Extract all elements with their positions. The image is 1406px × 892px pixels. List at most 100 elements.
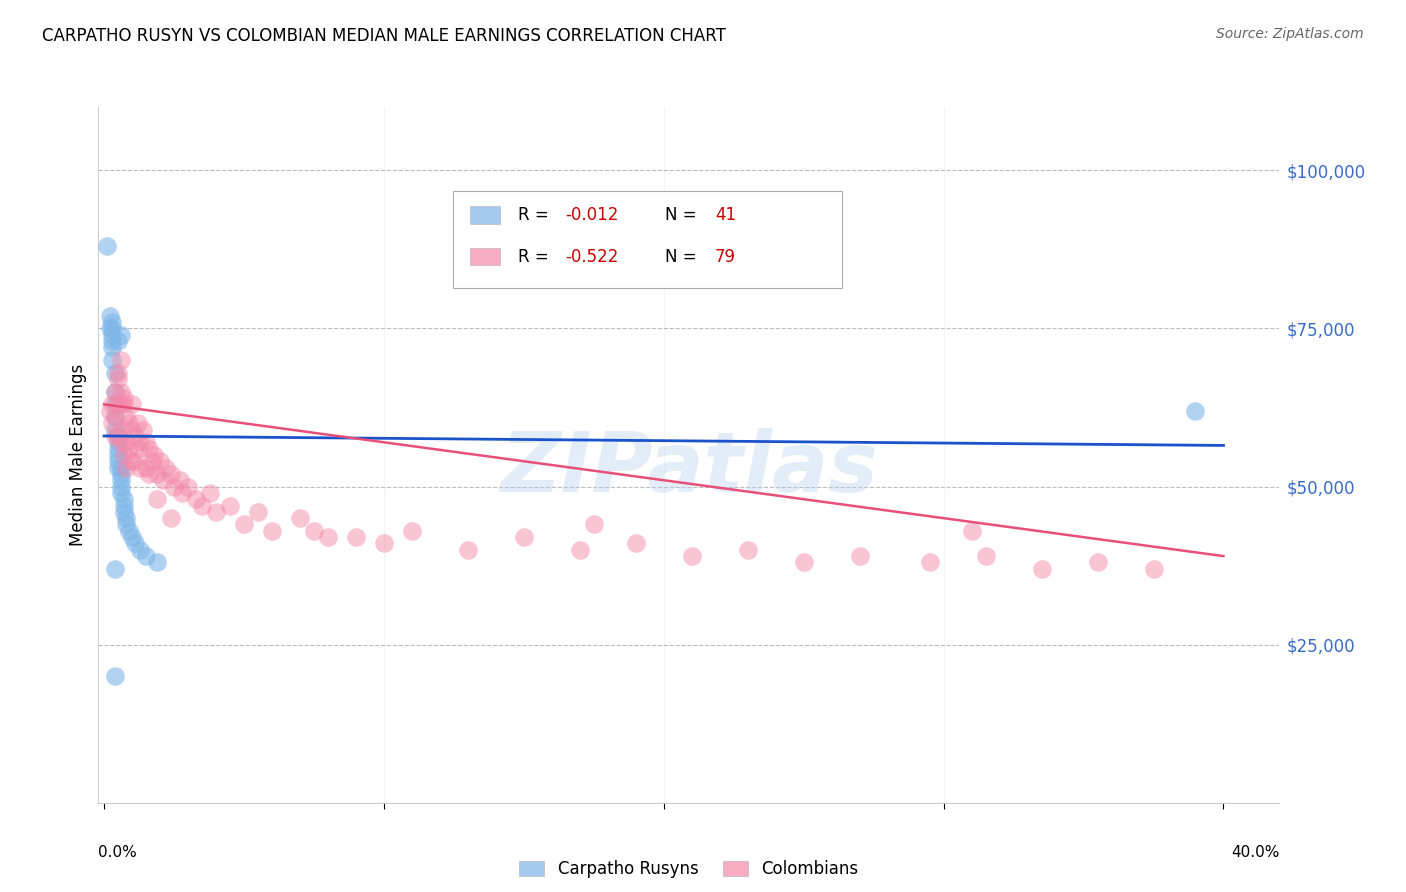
Text: R =: R =	[517, 248, 554, 266]
Point	[104, 366, 127, 380]
Point	[121, 454, 143, 468]
Point	[107, 429, 129, 443]
Text: 0.0%: 0.0%	[98, 845, 138, 860]
Point	[974, 549, 997, 563]
Point	[624, 536, 647, 550]
Point	[104, 384, 127, 399]
Point	[112, 423, 135, 437]
Point	[124, 536, 146, 550]
Point	[129, 435, 152, 450]
Point	[115, 460, 138, 475]
Point	[104, 384, 127, 399]
Point	[146, 556, 169, 570]
Point	[793, 556, 815, 570]
Point	[960, 524, 983, 538]
Point	[104, 409, 127, 424]
Text: -0.522: -0.522	[565, 248, 619, 266]
Point	[107, 366, 129, 380]
Point	[149, 454, 172, 468]
Point	[121, 530, 143, 544]
Point	[127, 417, 149, 431]
Point	[98, 321, 121, 335]
Point	[112, 505, 135, 519]
Point	[107, 429, 129, 443]
Point	[110, 397, 132, 411]
Point	[172, 486, 194, 500]
Point	[160, 467, 183, 481]
Point	[101, 327, 124, 342]
Point	[101, 315, 124, 329]
Point	[115, 409, 138, 424]
Text: N =: N =	[665, 248, 702, 266]
Point	[373, 536, 395, 550]
Point	[186, 492, 208, 507]
Text: R =: R =	[517, 206, 554, 224]
Point	[132, 423, 155, 437]
Point	[146, 467, 169, 481]
Point	[401, 524, 423, 538]
Point	[104, 669, 127, 683]
Point	[101, 397, 124, 411]
Point	[104, 397, 127, 411]
Point	[219, 499, 242, 513]
Point	[288, 511, 311, 525]
Point	[98, 403, 121, 417]
Point	[107, 442, 129, 456]
Point	[121, 423, 143, 437]
Point	[135, 549, 157, 563]
Point	[152, 473, 174, 487]
Point	[110, 327, 132, 342]
Point	[110, 486, 132, 500]
Point	[112, 448, 135, 462]
FancyBboxPatch shape	[471, 248, 501, 265]
Point	[513, 530, 536, 544]
Point	[104, 562, 127, 576]
Point	[302, 524, 325, 538]
Point	[582, 517, 605, 532]
Point	[101, 321, 124, 335]
Point	[163, 479, 186, 493]
Point	[138, 467, 160, 481]
Text: ZIPatlas: ZIPatlas	[501, 428, 877, 509]
Point	[1142, 562, 1164, 576]
Point	[141, 454, 163, 468]
Text: Source: ZipAtlas.com: Source: ZipAtlas.com	[1216, 27, 1364, 41]
Point	[129, 542, 152, 557]
Text: -0.012: -0.012	[565, 206, 619, 224]
Point	[104, 429, 127, 443]
Point	[129, 460, 152, 475]
Point	[737, 542, 759, 557]
Point	[135, 435, 157, 450]
Point	[107, 397, 129, 411]
Point	[1031, 562, 1053, 576]
Point	[110, 353, 132, 368]
Text: CARPATHO RUSYN VS COLOMBIAN MEDIAN MALE EARNINGS CORRELATION CHART: CARPATHO RUSYN VS COLOMBIAN MEDIAN MALE …	[42, 27, 725, 45]
Text: 41: 41	[714, 206, 737, 224]
Point	[143, 448, 166, 462]
Point	[127, 442, 149, 456]
Point	[110, 435, 132, 450]
Point	[260, 524, 283, 538]
Point	[107, 334, 129, 348]
Point	[107, 460, 129, 475]
Point	[146, 492, 169, 507]
Point	[115, 435, 138, 450]
Point	[457, 542, 479, 557]
Point	[104, 423, 127, 437]
Point	[110, 479, 132, 493]
Point	[200, 486, 222, 500]
Point	[104, 409, 127, 424]
Point	[1087, 556, 1109, 570]
Text: N =: N =	[665, 206, 702, 224]
Text: 40.0%: 40.0%	[1232, 845, 1279, 860]
Point	[101, 334, 124, 348]
Point	[118, 524, 141, 538]
Point	[848, 549, 870, 563]
Y-axis label: Median Male Earnings: Median Male Earnings	[69, 364, 87, 546]
Point	[112, 397, 135, 411]
Point	[1184, 403, 1206, 417]
Point	[177, 479, 200, 493]
FancyBboxPatch shape	[453, 191, 842, 288]
Legend: Carpatho Rusyns, Colombians: Carpatho Rusyns, Colombians	[513, 854, 865, 885]
Point	[112, 391, 135, 405]
